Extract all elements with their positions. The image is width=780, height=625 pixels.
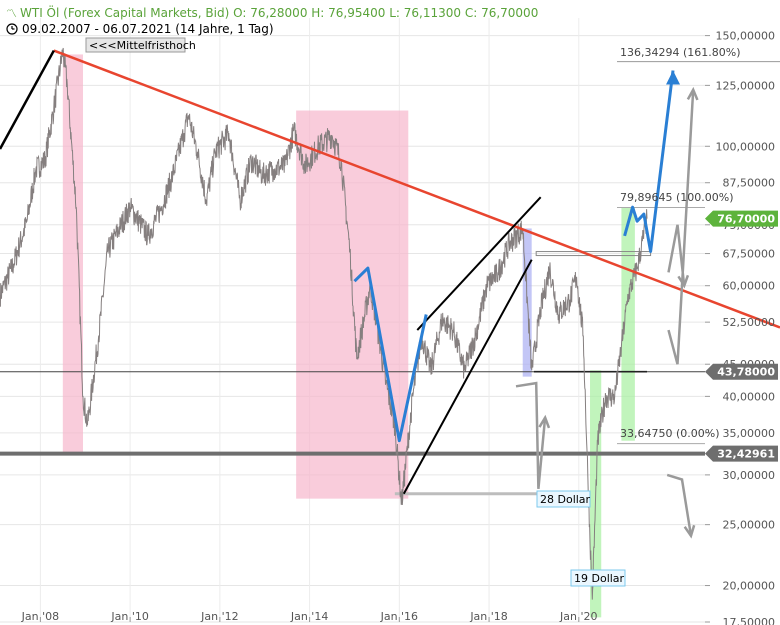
y-tick-label: 17,50000 <box>723 616 776 625</box>
price-series <box>0 47 648 600</box>
y-tick-label: 20,00000 <box>723 580 776 593</box>
gray-arrow-head <box>538 414 551 429</box>
mittelfristhoch-label: <<<Mittelfristhoch <box>89 39 196 52</box>
annotations: <<<Mittelfristhoch 136,34294 (161.80%) 79,… <box>85 37 741 587</box>
drawn-lines <box>0 49 780 539</box>
y-tick-label: 67,50000 <box>723 248 776 261</box>
y-tick-label: 100,00000 <box>716 140 776 153</box>
y-tick-label: 60,00000 <box>723 280 776 293</box>
date-range: 09.02.2007 - 06.07.2021 (14 Jahre, 1 Tag… <box>22 22 274 36</box>
price-badge-label: 76,70000 <box>717 213 775 226</box>
gray-arrow-head <box>677 274 690 289</box>
x-tick-label: Jan '20 <box>559 610 597 623</box>
x-tick-label: Jan '12 <box>200 610 238 623</box>
header: 〽 WTI Öl (Forex Capital Markets, Bid) O:… <box>6 4 538 36</box>
label-28-box <box>536 490 591 508</box>
y-axis: 150,00000125,00000100,0000087,5000075,00… <box>705 30 775 625</box>
blue-arrow-head <box>666 70 681 85</box>
gray-arrow-head <box>686 86 699 101</box>
price-badge-shape <box>705 363 778 380</box>
gray-scenario-line <box>666 473 693 536</box>
fib-161-label: 136,34294 (161.80%) <box>620 46 741 59</box>
y-tick-label: 30,00000 <box>723 469 776 482</box>
price-badge-shape <box>705 445 778 462</box>
y-tick-label: 40,00000 <box>723 390 776 403</box>
y-tick-label: 35,00000 <box>723 427 776 440</box>
x-tick-label: Jan '16 <box>380 610 418 623</box>
y-tick-label: 150,00000 <box>716 30 776 43</box>
label-19-box <box>570 569 626 587</box>
green-zone <box>621 207 635 441</box>
price-badge-shape <box>705 210 778 227</box>
price-line <box>0 47 648 600</box>
x-tick-label: Jan '10 <box>110 610 148 623</box>
label-28: 28 Dollar <box>540 493 591 506</box>
x-tick-label: Jan '08 <box>21 610 59 623</box>
blue-line <box>623 70 675 253</box>
black-line <box>402 259 533 495</box>
gray-scenario-line <box>515 381 547 490</box>
pink-zone <box>62 54 84 454</box>
price-badge-label: 32,42961 <box>717 448 775 461</box>
black-line <box>416 196 542 331</box>
chart-title: WTI Öl (Forex Capital Markets, Bid) O: 7… <box>20 4 538 20</box>
y-tick-label: 52,50000 <box>723 316 776 329</box>
blue-line <box>353 266 428 443</box>
y-tick-label: 125,00000 <box>716 79 776 92</box>
fib-0-label: 33,64750 (0.00%) <box>620 427 720 440</box>
y-tick-label: 25,00000 <box>723 519 776 532</box>
zones <box>62 54 635 618</box>
label-19: 19 Dollar <box>574 572 625 585</box>
price-badges: 76,70000 43,78000 32,42961 <box>705 210 778 462</box>
black-line <box>0 49 55 150</box>
price-badge-label: 43,78000 <box>717 366 775 379</box>
y-tick-label: 87,50000 <box>723 177 776 190</box>
x-tick-label: Jan '18 <box>469 610 507 623</box>
clock-icon <box>6 23 18 35</box>
red-trendline <box>53 49 780 329</box>
fib-100-label: 79,89645 (100.00%) <box>620 191 734 204</box>
mittelfristhoch-box <box>85 37 186 53</box>
x-tick-label: Jan '14 <box>290 610 328 623</box>
x-axis: Jan '08 Jan '10 Jan '12 Jan '14 Jan '16 Jan '… <box>21 610 598 623</box>
chart-icon: 〽 <box>6 7 17 20</box>
gray-scenario-line <box>667 89 695 365</box>
gray-arrow-head <box>683 524 696 539</box>
